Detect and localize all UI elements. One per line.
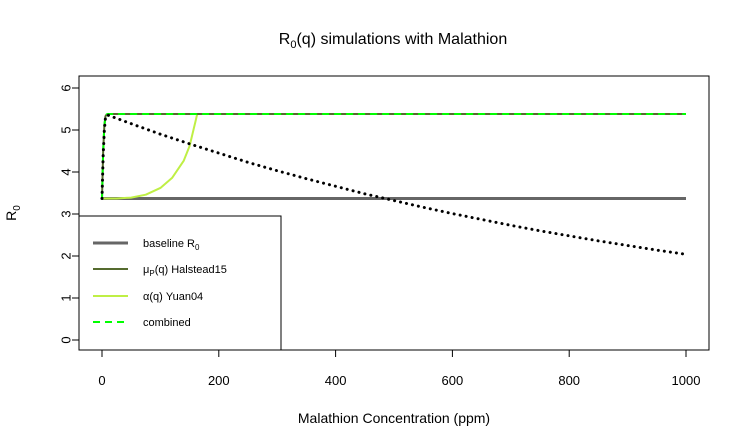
legend-label-yuan: α(q) Yuan04: [143, 291, 203, 303]
y-axis-label: R0: [3, 205, 23, 221]
series-line-3: [101, 113, 686, 199]
y-tick-label: 0: [59, 336, 74, 343]
legend-box: [78, 215, 282, 351]
x-tick-label: 400: [325, 373, 347, 388]
series-layer: [100, 113, 688, 256]
chart-title: R0(q) simulations with Malathion: [279, 31, 507, 51]
x-axis-label: Malathion Concentration (ppm): [298, 410, 490, 426]
series-line-2: [102, 113, 686, 200]
series-line-4: [100, 113, 688, 256]
y-tick-label: 4: [59, 168, 74, 175]
legend-label-baseline: baseline R0: [143, 238, 200, 252]
y-axis: 0 1 2 3 4 5 6: [59, 84, 80, 344]
x-tick-label: 1000: [672, 373, 701, 388]
x-tick-label: 200: [208, 373, 230, 388]
y-tick-label: 3: [59, 210, 74, 217]
y-tick-label: 5: [59, 126, 74, 133]
legend-label-combined: combined: [143, 317, 191, 329]
x-tick-label: 800: [558, 373, 580, 388]
y-tick-label: 2: [59, 252, 74, 259]
x-tick-label: 0: [98, 373, 105, 388]
y-tick-label: 6: [59, 84, 74, 91]
y-tick-label: 1: [59, 294, 74, 301]
legend-label-halstead: μP(q) Halstead15: [143, 264, 227, 278]
x-tick-label: 600: [442, 373, 464, 388]
x-axis: 0 200 400 600 800 1000: [98, 349, 701, 388]
series-line-1: [101, 113, 686, 199]
legend: baseline R0 μP(q) Halstead15 α(q) Yuan04…: [78, 215, 282, 351]
